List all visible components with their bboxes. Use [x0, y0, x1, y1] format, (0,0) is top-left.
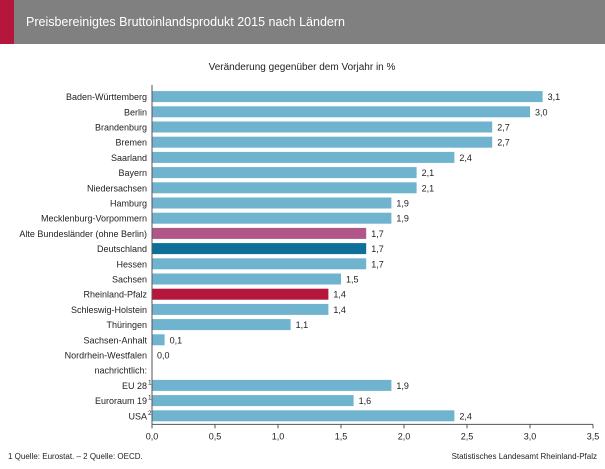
x-tick-label: 2,5	[461, 431, 474, 441]
category-label: Sachsen	[112, 275, 147, 285]
category-label: Sachsen-Anhalt	[83, 335, 147, 345]
category-label: USA	[128, 411, 147, 421]
value-label: 2,1	[422, 168, 435, 178]
bar	[152, 182, 417, 194]
superscript-label: 1	[148, 379, 152, 386]
category-label: Thüringen	[106, 320, 147, 330]
bar	[152, 379, 392, 391]
category-label: Bremen	[115, 138, 147, 148]
x-tick-label: 1,5	[335, 431, 348, 441]
value-label: 1,5	[346, 275, 359, 285]
category-label: Nordrhein-Westfalen	[65, 351, 147, 361]
page-title: Preisbereinigtes Bruttoinlandsprodukt 20…	[26, 15, 345, 29]
value-label: 1,6	[359, 396, 372, 406]
value-label: 1,9	[396, 381, 409, 391]
category-label: Brandenburg	[95, 123, 147, 133]
category-label: Baden-Württemberg	[66, 92, 147, 102]
value-label: 3,1	[548, 92, 561, 102]
category-label: Alte Bundesländer (ohne Berlin)	[19, 229, 147, 239]
bar	[152, 197, 392, 209]
bar	[152, 258, 367, 270]
value-label: 2,7	[497, 123, 510, 133]
bar	[152, 395, 354, 407]
value-label: 1,7	[371, 229, 384, 239]
x-tick-label: 0,0	[146, 431, 159, 441]
bar	[152, 319, 291, 331]
value-label: 0,1	[170, 335, 183, 345]
bar	[152, 288, 329, 300]
header-accent-strip	[0, 0, 14, 44]
bar	[152, 273, 341, 285]
value-label: 0,0	[157, 351, 170, 361]
value-label: 3,0	[535, 107, 548, 117]
superscript-label: 1	[148, 395, 152, 402]
x-tick-label: 2,0	[398, 431, 411, 441]
category-label: nachrichtlich:	[94, 366, 147, 376]
value-label: 2,1	[422, 183, 435, 193]
value-label: 1,7	[371, 259, 384, 269]
value-label: 1,7	[371, 244, 384, 254]
bar	[152, 243, 367, 255]
category-label: Hessen	[116, 259, 147, 269]
category-label: Deutschland	[97, 244, 147, 254]
value-label: 2,4	[459, 411, 472, 421]
x-tick-label: 3,0	[524, 431, 537, 441]
superscript-label: 2	[148, 410, 152, 417]
value-label: 2,7	[497, 138, 510, 148]
chart-title: Veränderung gegenüber dem Vorjahr in %	[209, 62, 396, 73]
category-label: Berlin	[124, 107, 147, 117]
bar-chart: Veränderung gegenüber dem Vorjahr in % Ba…	[19, 62, 600, 441]
bar	[152, 334, 165, 346]
category-label: Schleswig-Holstein	[71, 305, 147, 315]
x-tick-label: 0,5	[209, 431, 222, 441]
category-label: Saarland	[111, 153, 147, 163]
bar	[152, 410, 455, 422]
category-label: Niedersachsen	[87, 183, 147, 193]
category-label: Bayern	[118, 168, 147, 178]
bar	[152, 121, 493, 133]
value-label: 2,4	[459, 153, 472, 163]
value-label: 1,9	[396, 199, 409, 209]
header-banner: Preisbereinigtes Bruttoinlandsprodukt 20…	[0, 0, 605, 44]
publisher-credit: Statistisches Landesamt Rheinland-Pfalz	[451, 452, 597, 461]
value-label: 1,4	[333, 305, 346, 315]
bar	[152, 136, 493, 148]
bar	[152, 212, 392, 224]
category-label: Euroraum 19	[95, 396, 147, 406]
bar	[152, 151, 455, 163]
x-tick-label: 3,5	[587, 431, 600, 441]
category-label: Mecklenburg-Vorpommern	[41, 214, 147, 224]
value-label: 1,9	[396, 214, 409, 224]
bar	[152, 227, 367, 239]
header-bar: Preisbereinigtes Bruttoinlandsprodukt 20…	[14, 0, 605, 44]
bar	[152, 167, 417, 179]
category-label: EU 28	[122, 381, 147, 391]
bar	[152, 303, 329, 315]
category-label: Rheinland-Pfalz	[83, 290, 147, 300]
category-label: Hamburg	[110, 199, 147, 209]
source-note: 1 Quelle: Eurostat. – 2 Quelle: OECD.	[8, 452, 143, 461]
value-label: 1,4	[333, 290, 346, 300]
bar	[152, 91, 543, 103]
bar	[152, 106, 530, 118]
x-tick-label: 1,0	[272, 431, 285, 441]
value-label: 1,1	[296, 320, 309, 330]
